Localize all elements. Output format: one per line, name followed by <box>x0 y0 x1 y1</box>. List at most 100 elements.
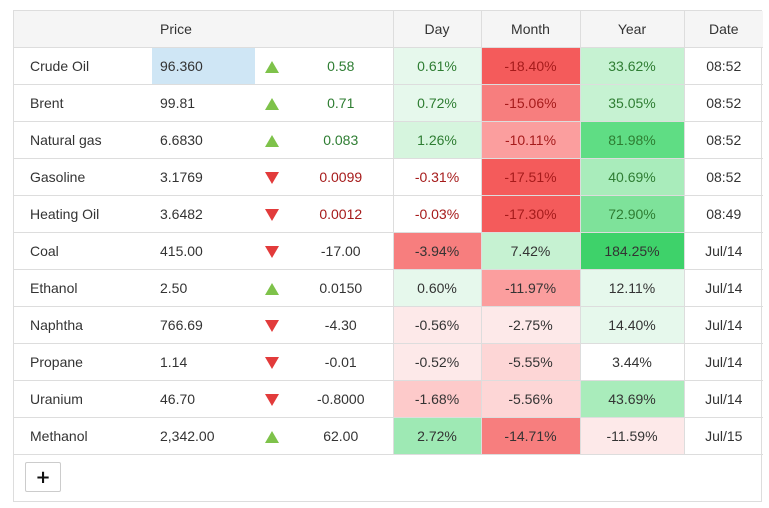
change-cell: -17.00 <box>289 232 393 270</box>
triangle-down-icon <box>265 319 279 332</box>
direction-cell <box>255 380 289 418</box>
direction-cell <box>255 417 289 455</box>
commodity-name[interactable]: Gasoline <box>14 158 152 196</box>
commodity-name[interactable]: Heating Oil <box>14 195 152 233</box>
day-change-cell: 1.26% <box>392 121 481 159</box>
table-row[interactable]: Propane 1.14 -0.01 -0.52% -5.55% 3.44% Jul/14 <box>14 343 763 381</box>
triangle-up-icon <box>265 430 279 443</box>
header-name <box>14 11 152 48</box>
price-cell: 3.6482 <box>152 195 255 233</box>
date-cell: Jul/15 <box>683 417 763 455</box>
header-month[interactable]: Month <box>480 11 580 48</box>
direction-cell <box>255 84 289 122</box>
year-change-cell: 43.69% <box>579 380 684 418</box>
day-change-cell: -3.94% <box>392 232 481 270</box>
table-row[interactable]: Coal 415.00 -17.00 -3.94% 7.42% 184.25% Jul/14 <box>14 232 763 270</box>
day-change-cell: 0.61% <box>392 47 481 85</box>
direction-cell <box>255 47 289 85</box>
table-row[interactable]: Gasoline 3.1769 0.0099 -0.31% -17.51% 40.69% 0… <box>14 158 763 196</box>
price-cell: 2.50 <box>152 269 255 307</box>
header-date[interactable]: Date <box>683 11 763 48</box>
day-change-cell: -0.31% <box>392 158 481 196</box>
direction-cell <box>255 232 289 270</box>
triangle-down-icon <box>265 171 279 184</box>
day-change-cell: 0.72% <box>392 84 481 122</box>
table-row[interactable]: Natural gas 6.6830 0.083 1.26% -10.11% 81.98%… <box>14 121 763 159</box>
commodity-name[interactable]: Ethanol <box>14 269 152 307</box>
year-change-cell: 12.11% <box>579 269 684 307</box>
commodity-name[interactable]: Coal <box>14 232 152 270</box>
triangle-up-icon <box>265 60 279 73</box>
table-row[interactable]: Brent 99.81 0.71 0.72% -15.06% 35.05% 08:52 <box>14 84 763 122</box>
date-cell: Jul/14 <box>683 269 763 307</box>
price-cell: 2,342.00 <box>152 417 255 455</box>
commodity-name[interactable]: Crude Oil <box>14 47 152 85</box>
triangle-down-icon <box>265 393 279 406</box>
triangle-down-icon <box>265 208 279 221</box>
year-change-cell: 72.90% <box>579 195 684 233</box>
commodities-panel: Price Day Month Year Date Crude Oil 96.36… <box>13 10 763 502</box>
commodity-name[interactable]: Propane <box>14 343 152 381</box>
triangle-down-icon <box>265 245 279 258</box>
triangle-up-icon <box>265 97 279 110</box>
table-row[interactable]: Heating Oil 3.6482 0.0012 -0.03% -17.30% 72.9… <box>14 195 763 233</box>
date-cell: Jul/14 <box>683 306 763 344</box>
date-cell: 08:49 <box>683 195 763 233</box>
direction-cell <box>255 269 289 307</box>
month-change-cell: -10.11% <box>480 121 580 159</box>
price-cell: 96.360 <box>152 47 255 85</box>
year-change-cell: 14.40% <box>579 306 684 344</box>
price-cell: 415.00 <box>152 232 255 270</box>
commodity-name[interactable]: Methanol <box>14 417 152 455</box>
header-year[interactable]: Year <box>579 11 684 48</box>
commodity-name[interactable]: Naphtha <box>14 306 152 344</box>
day-change-cell: -0.52% <box>392 343 481 381</box>
price-cell: 99.81 <box>152 84 255 122</box>
table-row[interactable]: Ethanol 2.50 0.0150 0.60% -11.97% 12.11% Jul/1… <box>14 269 763 307</box>
date-cell: Jul/14 <box>683 232 763 270</box>
commodity-name[interactable]: Brent <box>14 84 152 122</box>
table-row[interactable]: Crude Oil 96.360 0.58 0.61% -18.40% 33.62% 08:… <box>14 47 763 85</box>
triangle-up-icon <box>265 282 279 295</box>
table-row[interactable]: Naphtha 766.69 -4.30 -0.56% -2.75% 14.40% Jul/… <box>14 306 763 344</box>
date-cell: Jul/14 <box>683 380 763 418</box>
change-cell: -0.8000 <box>289 380 393 418</box>
day-change-cell: -0.03% <box>392 195 481 233</box>
header-change <box>289 11 393 48</box>
year-change-cell: -11.59% <box>579 417 684 455</box>
commodity-name[interactable]: Natural gas <box>14 121 152 159</box>
month-change-cell: -15.06% <box>480 84 580 122</box>
change-cell: 0.0012 <box>289 195 393 233</box>
change-cell: 0.71 <box>289 84 393 122</box>
change-cell: 0.083 <box>289 121 393 159</box>
date-cell: 08:52 <box>683 47 763 85</box>
change-cell: 0.0150 <box>289 269 393 307</box>
table-row[interactable]: Uranium 46.70 -0.8000 -1.68% -5.56% 43.69% Jul… <box>14 380 763 418</box>
price-cell: 6.6830 <box>152 121 255 159</box>
table-header-row: Price Day Month Year Date <box>14 11 763 48</box>
price-cell: 3.1769 <box>152 158 255 196</box>
year-change-cell: 3.44% <box>579 343 684 381</box>
change-cell: -0.01 <box>289 343 393 381</box>
month-change-cell: 7.42% <box>480 232 580 270</box>
year-change-cell: 35.05% <box>579 84 684 122</box>
month-change-cell: -2.75% <box>480 306 580 344</box>
table-row[interactable]: Methanol 2,342.00 62.00 2.72% -14.71% -11.59%… <box>14 417 763 455</box>
date-cell: 08:52 <box>683 158 763 196</box>
month-change-cell: -18.40% <box>480 47 580 85</box>
header-day[interactable]: Day <box>392 11 481 48</box>
table-body: Crude Oil 96.360 0.58 0.61% -18.40% 33.62% 08:… <box>14 47 763 455</box>
triangle-down-icon <box>265 356 279 369</box>
triangle-up-icon <box>265 134 279 147</box>
month-change-cell: -17.30% <box>480 195 580 233</box>
commodity-name[interactable]: Uranium <box>14 380 152 418</box>
add-button[interactable]: + <box>25 462 61 492</box>
day-change-cell: 0.60% <box>392 269 481 307</box>
header-price[interactable]: Price <box>152 11 255 48</box>
direction-cell <box>255 343 289 381</box>
plus-icon: + <box>35 466 51 488</box>
direction-cell <box>255 195 289 233</box>
commodities-table: Price Day Month Year Date Crude Oil 96.36… <box>14 11 763 455</box>
price-cell: 46.70 <box>152 380 255 418</box>
change-cell: 62.00 <box>289 417 393 455</box>
